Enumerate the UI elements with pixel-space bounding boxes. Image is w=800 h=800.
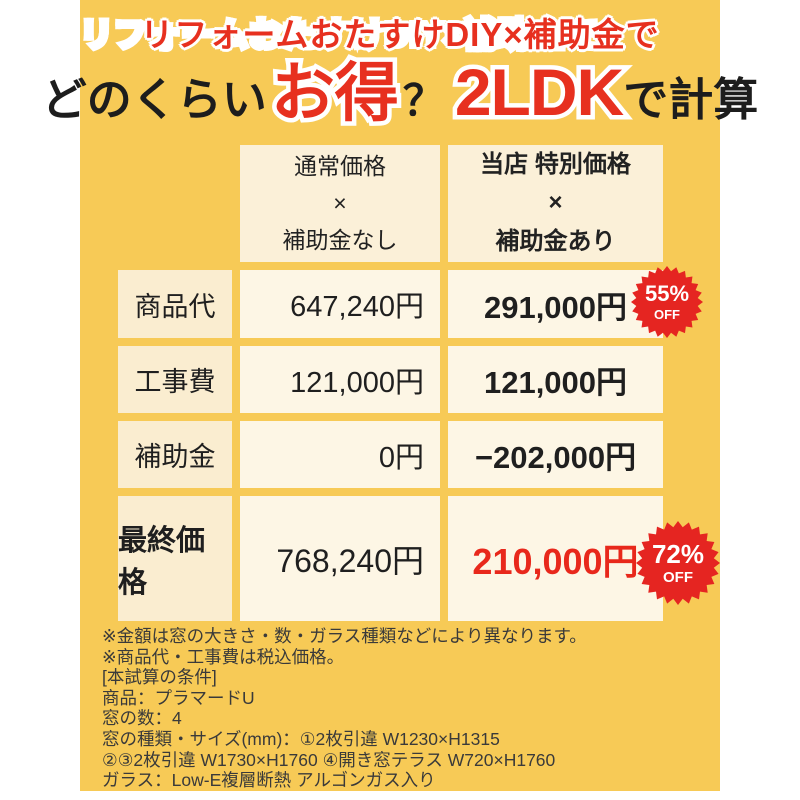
special-price-final: 210,000円 [448,496,663,621]
special-price-product-cost: 291,000円 [448,270,663,338]
row-label-subsidy: 補助金 [118,421,232,488]
title-question-mark: ？ [402,77,445,124]
normal-price-final: 768,240円 [240,496,440,621]
title-line-2: どのくらい お得 ？ 2LDK で計算 [42,42,758,134]
header-line: 補助金あり [495,227,616,255]
discount-off-label: OFF [654,307,680,322]
normal-price-product-cost: 647,240円 [240,270,440,338]
header-line: 当店 特別価格 [480,150,631,178]
title-highlight-otoku: お得 [271,42,399,134]
price-comparison-table: 通常価格 × 補助金なし 当店 特別価格 × 補助金あり 商品代 647,240… [118,145,663,621]
title-suffix: で計算 [623,74,759,125]
multiply-sign: × [548,189,563,217]
discount-percent: 55% [644,281,690,306]
special-price-subsidy: −202,000円 [448,421,663,488]
note-line: 窓の種類・サイズ(mm)：①2枚引違 W1230×H1315 [102,728,500,749]
special-price-construction-cost: 121,000円 [448,346,663,413]
note-line: ②③2枚引違 W1730×H1760 ④開き窓テラス W720×H1760 [102,749,556,770]
note-line: 商品：プラマードU [102,687,255,708]
starburst-icon: 55% OFF [631,266,703,338]
note-line: ※商品代・工事費は税込価格。 [102,646,345,667]
normal-price-construction-cost: 121,000円 [240,346,440,413]
row-label-construction-cost: 工事費 [118,346,232,413]
title-line-1: リフォームおたすけDIY×補助金で [80,8,720,56]
normal-price-subsidy: 0円 [240,421,440,488]
note-line: ガラス：Low-E複層断熱 アルゴンガス入り [102,770,436,791]
starburst-icon: 72% OFF [636,521,720,605]
row-label-final-price: 最終価格 [118,496,232,621]
header-line: 補助金なし [282,226,398,253]
row-label-product-cost: 商品代 [118,270,232,338]
notes-section: ※金額は窓の大きさ・数・ガラス種類などにより異なります。 ※商品代・工事費は税込… [102,626,587,791]
header-line: 通常価格 [294,153,386,180]
promo-banner: リフォームおたすけDIY×補助金で どのくらい お得 ？ 2LDK で計算 通常… [42,0,758,791]
note-line: ※金額は窓の大きさ・数・ガラス種類などにより異なります。 [102,626,587,646]
discount-off-label: OFF [663,569,693,586]
discount-percent: 72% [651,539,705,569]
discount-badge-55-off: 55% OFF [631,266,703,338]
table-corner-spacer [118,145,232,262]
note-line: 窓の数：4 [102,708,182,729]
title-prefix: どのくらい [41,74,267,125]
multiply-sign: × [333,190,347,217]
column-header-special-price: 当店 特別価格 × 補助金あり [448,145,663,262]
note-line: [本試算の条件] [102,667,217,688]
column-header-normal-price: 通常価格 × 補助金なし [240,145,440,262]
title-highlight-2ldk: 2LDK [455,54,624,130]
discount-badge-72-off: 72% OFF [636,521,720,605]
